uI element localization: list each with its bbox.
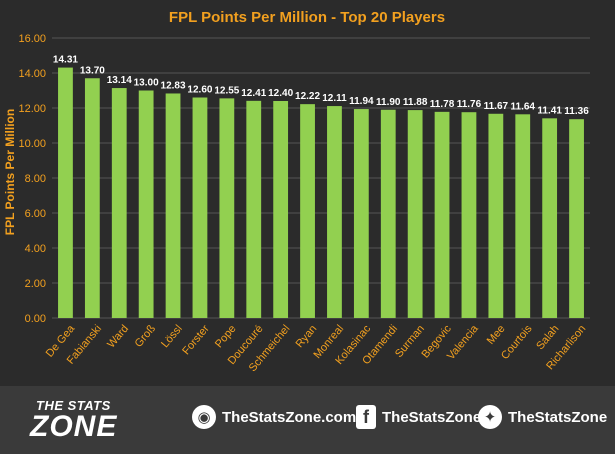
bar — [488, 113, 504, 319]
y-tick-label: 10.00 — [18, 138, 46, 150]
bar-value-label: 13.14 — [107, 75, 132, 86]
bar-chart: FPL Points Per Million - Top 20 Players … — [3, 9, 590, 374]
bar — [461, 112, 477, 318]
bar-value-label: 13.70 — [80, 65, 105, 76]
twitter-link[interactable]: ✦ TheStatsZone — [478, 405, 607, 429]
bar-value-label: 11.67 — [484, 101, 509, 112]
website-link[interactable]: ◉ TheStatsZone.com — [192, 405, 356, 429]
bar — [353, 109, 369, 318]
facebook-text: TheStatsZone — [382, 408, 482, 426]
bar-value-label: 12.60 — [187, 85, 212, 96]
website-text: TheStatsZone.com — [222, 408, 357, 426]
bar — [219, 98, 235, 318]
bar-value-label: 11.41 — [537, 105, 562, 116]
bar-value-label: 11.64 — [511, 101, 536, 112]
y-tick-label: 16.00 — [18, 33, 46, 45]
y-tick-label: 12.00 — [18, 103, 46, 115]
logo-main-text: ZONE — [30, 410, 118, 443]
bar-value-label: 11.78 — [430, 99, 455, 110]
bar-value-label: 13.00 — [134, 78, 159, 89]
bar-value-label: 12.40 — [268, 88, 293, 99]
bar-value-label: 11.94 — [349, 96, 374, 107]
x-tick-label: Pope — [213, 323, 239, 350]
bar-value-label: 12.41 — [241, 88, 266, 99]
bar-value-label: 12.11 — [322, 93, 347, 104]
bar-value-label: 12.22 — [295, 91, 320, 102]
bar — [407, 110, 423, 318]
bar-value-label: 12.83 — [161, 80, 186, 91]
y-tick-label: 8.00 — [25, 173, 46, 185]
logo-top-text: THE STATS — [36, 398, 111, 413]
y-tick-label: 14.00 — [18, 68, 46, 80]
bar — [380, 109, 396, 318]
bar-value-label: 11.76 — [457, 99, 482, 110]
bar — [515, 114, 531, 318]
x-tick-label: Ryan — [294, 323, 320, 350]
x-tick-label: Lössl — [159, 323, 185, 350]
y-tick-label: 4.00 — [25, 243, 46, 255]
bar-value-label: 12.55 — [214, 85, 239, 96]
bar — [111, 88, 127, 318]
bar — [192, 97, 208, 318]
twitter-icon: ✦ — [478, 405, 502, 429]
bar-value-label: 11.90 — [376, 97, 401, 108]
bar — [58, 67, 73, 318]
y-tick-label: 6.00 — [25, 208, 46, 220]
bar-value-label: 11.36 — [564, 106, 589, 117]
twitter-text: TheStatsZone — [508, 408, 608, 426]
x-tick-label: Mee — [485, 323, 508, 347]
bar — [84, 78, 100, 318]
facebook-link[interactable]: f TheStatsZone — [356, 405, 481, 429]
bar — [300, 104, 315, 319]
y-tick-label: 2.00 — [25, 278, 46, 290]
bar — [165, 93, 181, 318]
facebook-icon: f — [356, 405, 376, 429]
bar — [273, 101, 289, 318]
stats-zone-logo: THE STATS ZONE — [22, 394, 142, 446]
chart-title: FPL Points Per Million - Top 20 Players — [169, 9, 445, 26]
bar-value-label: 14.31 — [53, 55, 78, 66]
x-tick-label: Groß — [133, 323, 158, 350]
footer-banner: THE STATS ZONE ◉ TheStatsZone.com f TheS… — [0, 386, 615, 454]
bar — [542, 118, 558, 318]
y-tick-label: 0.00 — [25, 313, 46, 325]
bar — [246, 100, 262, 318]
bar-value-label: 11.88 — [403, 97, 428, 108]
y-axis-label: FPL Points Per Million — [3, 109, 17, 235]
globe-icon: ◉ — [192, 405, 216, 429]
x-tick-label: Forster — [180, 323, 212, 358]
x-tick-label: Ward — [105, 323, 131, 351]
bar — [569, 119, 584, 318]
bar — [138, 90, 154, 318]
bar — [327, 106, 342, 318]
bar — [434, 111, 450, 318]
